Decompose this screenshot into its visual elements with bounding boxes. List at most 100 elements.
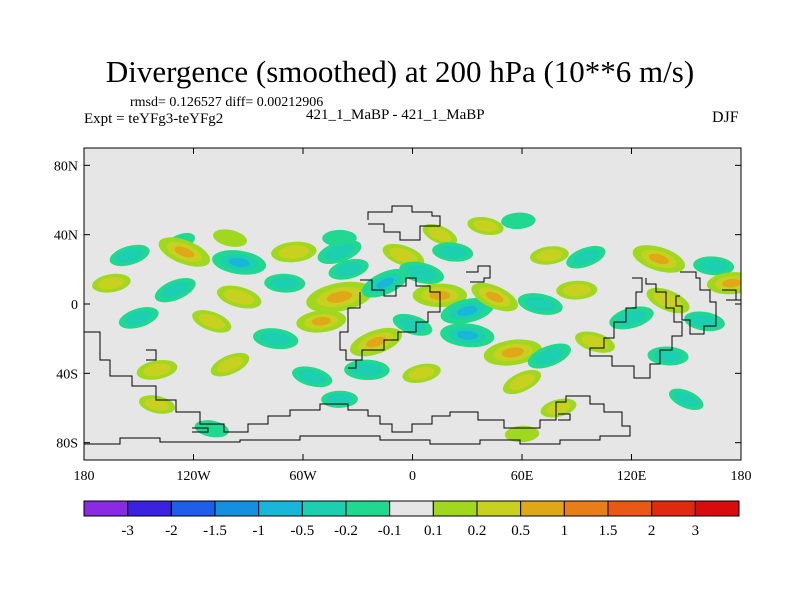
y-tick-label: 80N [54, 159, 78, 174]
divergence-blob [210, 352, 250, 377]
divergence-blob [344, 359, 390, 381]
colorbar-label: -2 [165, 523, 178, 539]
divergence-contour-mid [278, 245, 310, 259]
colorbar-swatch [694, 500, 740, 517]
divergence-blob [264, 273, 306, 293]
colorbar-swatch [214, 500, 260, 517]
divergence-contour-mid [161, 281, 190, 299]
divergence-contour-inner [648, 253, 669, 265]
divergence-contour-mid [572, 249, 600, 265]
divergence-contour-mid [198, 313, 226, 329]
divergence-contour-mid [581, 335, 609, 350]
season-label: DJF [712, 109, 739, 126]
x-tick-label: 120E [617, 469, 647, 484]
divergence-blob [540, 398, 577, 418]
divergence-contour-inner [722, 278, 741, 288]
divergence-contour-mid [690, 314, 719, 328]
divergence-contour-inner [326, 291, 353, 303]
x-tick-label: 180 [731, 469, 752, 484]
divergence-blob [440, 297, 494, 324]
divergence-blob [668, 388, 704, 411]
divergence-contour-mid [699, 259, 728, 273]
divergence-contour-mid [389, 247, 418, 264]
divergence-blob [527, 343, 571, 369]
colorbar-label: -1.5 [203, 523, 227, 539]
y-tick-label: 0 [71, 298, 78, 313]
divergence-contour-mid [473, 220, 498, 232]
divergence-contour-mid [98, 276, 125, 290]
divergence-field [92, 212, 741, 443]
colorbar-swatch [127, 500, 172, 517]
divergence-contour-mid [399, 317, 426, 333]
colorbar-swatch [520, 500, 565, 517]
divergence-blob [296, 310, 347, 333]
divergence-blob [306, 281, 373, 313]
colorbar-label: 3 [692, 523, 700, 539]
divergence-contour-mid [546, 401, 571, 415]
divergence-contour-mid [654, 349, 682, 363]
divergence-blob [646, 287, 690, 314]
x-tick-label: 60W [289, 469, 317, 484]
colorbar-swatch [432, 500, 478, 517]
divergence-contour-mid [143, 363, 171, 377]
divergence-blob [647, 346, 689, 366]
colorbar-label: 0.2 [468, 523, 487, 539]
divergence-blob [402, 363, 441, 384]
divergence-contour-mid [674, 392, 698, 407]
divergence-contour-mid [224, 289, 255, 305]
divergence-blob [432, 242, 474, 262]
divergence-contour-mid [351, 363, 383, 377]
divergence-contour-mid [524, 296, 556, 312]
divergence-blob [292, 366, 333, 388]
divergence-contour-mid [125, 310, 153, 326]
divergence-blob [632, 245, 686, 273]
divergence-contour-mid [653, 292, 683, 310]
divergence-blob [154, 277, 196, 303]
divergence-contour-mid [298, 369, 326, 384]
y-tick-label: 80S [56, 437, 78, 452]
divergence-blob [504, 425, 540, 443]
divergence-contour-mid [334, 262, 363, 277]
divergence-blob [349, 327, 403, 357]
colorbar-swatch [476, 500, 522, 517]
colorbar-label: 1.5 [599, 523, 618, 539]
divergence-blob [252, 328, 299, 350]
divergence-contour-inner [485, 291, 504, 303]
divergence-blob [502, 369, 542, 395]
divergence-blob [575, 331, 615, 353]
divergence-blob [212, 229, 248, 247]
divergence-blob [706, 272, 741, 295]
chart-title: Divergence (smoothed) at 200 hPa (10**6 … [105, 54, 695, 89]
divergence-contour-mid [116, 248, 144, 263]
colorbar-swatch [563, 500, 609, 517]
stats-text: rmsd= 0.126527 diff= 0.00212906 [130, 95, 324, 110]
colorbar-swatch [651, 500, 696, 517]
divergence-contour-mid [428, 227, 452, 242]
divergence-blob [422, 223, 458, 246]
divergence-blob [566, 245, 606, 269]
land-outline [84, 205, 741, 445]
divergence-contour-inner [311, 317, 331, 326]
divergence-blob [317, 240, 362, 264]
divergence-contour-outer [504, 425, 540, 443]
experiment-label: Expt = teYFg3-teYFg2 [84, 111, 224, 127]
colorbar-label: -0.5 [290, 523, 314, 539]
divergence-contour-inner [457, 305, 478, 316]
x-tick-label: 180 [74, 469, 95, 484]
divergence-blob [392, 313, 433, 336]
divergence-blob [136, 359, 178, 380]
divergence-contour-mid [144, 398, 170, 411]
x-tick-label: 0 [409, 469, 416, 484]
divergence-blob [483, 339, 543, 366]
divergence-blob [328, 258, 369, 280]
colorbar-label: 1 [561, 523, 569, 539]
divergence-blob [467, 216, 504, 236]
divergence-blob [212, 250, 267, 275]
divergence-contour-mid [534, 347, 565, 365]
x-axis: 180 120W 60W 0 60E 120E 180 [74, 148, 752, 484]
colorbar-swatch [345, 500, 391, 517]
divergence-contour-inner [174, 246, 195, 258]
divergence-blob [471, 282, 518, 312]
divergence-contour-inner [366, 336, 386, 348]
